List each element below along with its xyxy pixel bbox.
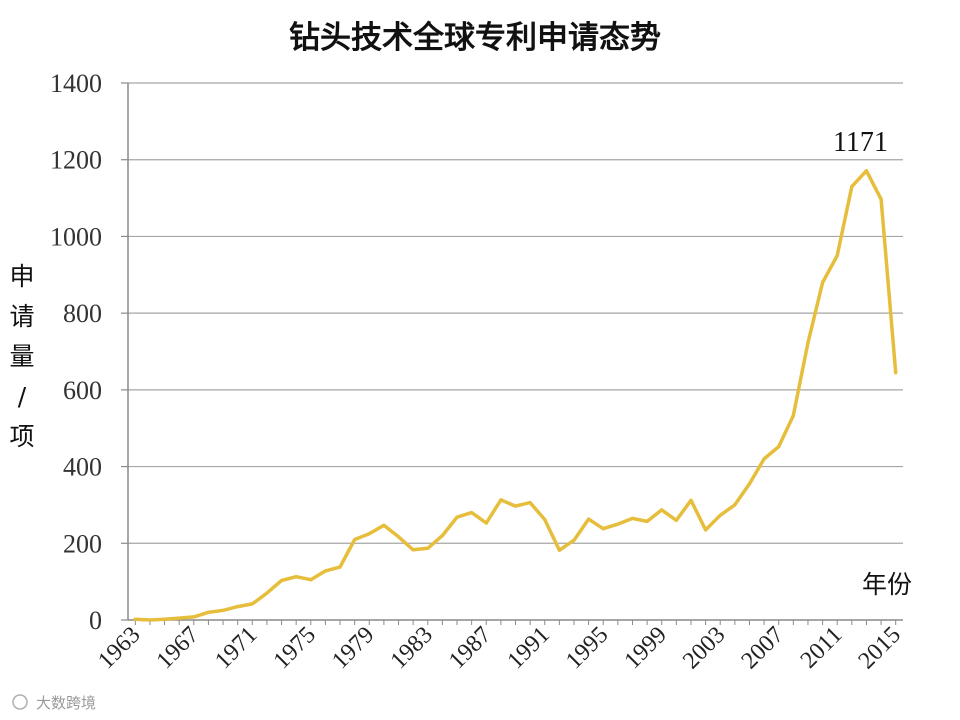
- data-point: [411, 548, 415, 552]
- data-point: [455, 515, 459, 519]
- watermark: 大数跨境: [12, 694, 96, 712]
- data-point: [543, 517, 547, 522]
- data-point: [323, 569, 327, 573]
- data-point: [206, 610, 210, 614]
- data-point: [279, 578, 284, 583]
- x-tick-label: 1971: [210, 622, 262, 674]
- data-point: [674, 518, 678, 522]
- data-point: [806, 341, 810, 345]
- data-point: [396, 535, 401, 539]
- data-point: [236, 605, 240, 609]
- data-point: [513, 504, 518, 508]
- data-point: [353, 537, 357, 542]
- x-tick-label: 1983: [386, 622, 438, 674]
- data-point: [587, 517, 591, 521]
- data-point: [616, 522, 620, 526]
- x-tick-label: 1987: [444, 622, 496, 674]
- data-point: [645, 519, 649, 524]
- x-tick-label: 2011: [796, 622, 848, 674]
- chart-title: 钻头技术全球专利申请态势: [289, 20, 661, 56]
- data-point: [850, 185, 854, 189]
- data-point: [192, 615, 196, 619]
- data-point: [777, 445, 781, 449]
- data-point: [426, 546, 430, 550]
- data-point: [894, 371, 898, 375]
- data-point: [572, 538, 576, 542]
- series-line: [133, 169, 898, 622]
- x-tick-labels: 1963 1967 1971 1975 1979 1983 1987 1991 1995 1999…: [93, 622, 906, 674]
- data-point: [864, 169, 869, 173]
- data-point: [484, 521, 488, 525]
- data-point: [747, 482, 752, 486]
- data-point: [440, 534, 444, 538]
- x-tick-label: 1999: [620, 622, 672, 674]
- y-tick-labels: 0 200 400 600 800 1000 1200 1400: [50, 69, 102, 635]
- data-point: [163, 617, 167, 621]
- data-point: [601, 527, 605, 531]
- data-point: [835, 254, 839, 258]
- data-point: [557, 548, 562, 552]
- y-tick-label: 600: [63, 376, 102, 405]
- data-point: [309, 578, 313, 582]
- x-tick-label: 1979: [327, 622, 379, 674]
- x-tick-label: 1975: [269, 622, 321, 674]
- data-point: [762, 457, 766, 461]
- data-point: [718, 513, 722, 517]
- data-point: [499, 498, 503, 502]
- data-point: [704, 528, 708, 532]
- data-point: [630, 516, 635, 521]
- data-point: [367, 532, 371, 536]
- data-point: [221, 608, 225, 613]
- y-tick-label: 200: [63, 529, 102, 558]
- y-tick-label: 1400: [50, 69, 102, 98]
- data-point: [689, 498, 693, 502]
- y-tick-label: 0: [89, 606, 102, 635]
- x-tick-label: 2007: [737, 622, 789, 674]
- data-point: [177, 616, 181, 620]
- data-point: [250, 602, 254, 606]
- data-point: [382, 523, 386, 527]
- x-tick-label: 2015: [854, 622, 906, 674]
- data-point: [821, 280, 825, 285]
- data-point: [265, 591, 269, 595]
- data-points: [133, 169, 898, 622]
- y-tick-label: 800: [63, 299, 102, 328]
- x-tick-label: 1995: [561, 622, 613, 674]
- y-tick-label: 1000: [50, 222, 102, 251]
- peak-annotation: 1171: [833, 127, 888, 158]
- data-point: [470, 510, 474, 515]
- data-point: [133, 617, 137, 621]
- watermark-logo-icon: [12, 694, 28, 710]
- data-point: [528, 501, 532, 505]
- data-point: [733, 503, 737, 507]
- y-tick-label: 400: [63, 453, 102, 482]
- y-axis-label: 申请量/项: [9, 262, 34, 451]
- x-axis-label: 年份: [862, 570, 912, 599]
- data-point: [148, 618, 152, 622]
- grid-lines: [121, 82, 903, 625]
- data-point: [879, 197, 883, 201]
- watermark-text: 大数跨境: [36, 694, 96, 712]
- x-tick-label: 2003: [678, 622, 730, 674]
- data-point: [660, 508, 664, 512]
- x-tick-label: 1991: [503, 622, 555, 674]
- data-point: [791, 414, 795, 418]
- x-tick-label: 1967: [152, 622, 204, 674]
- data-point: [338, 565, 342, 569]
- data-point: [294, 575, 298, 579]
- y-tick-label: 1200: [50, 146, 102, 175]
